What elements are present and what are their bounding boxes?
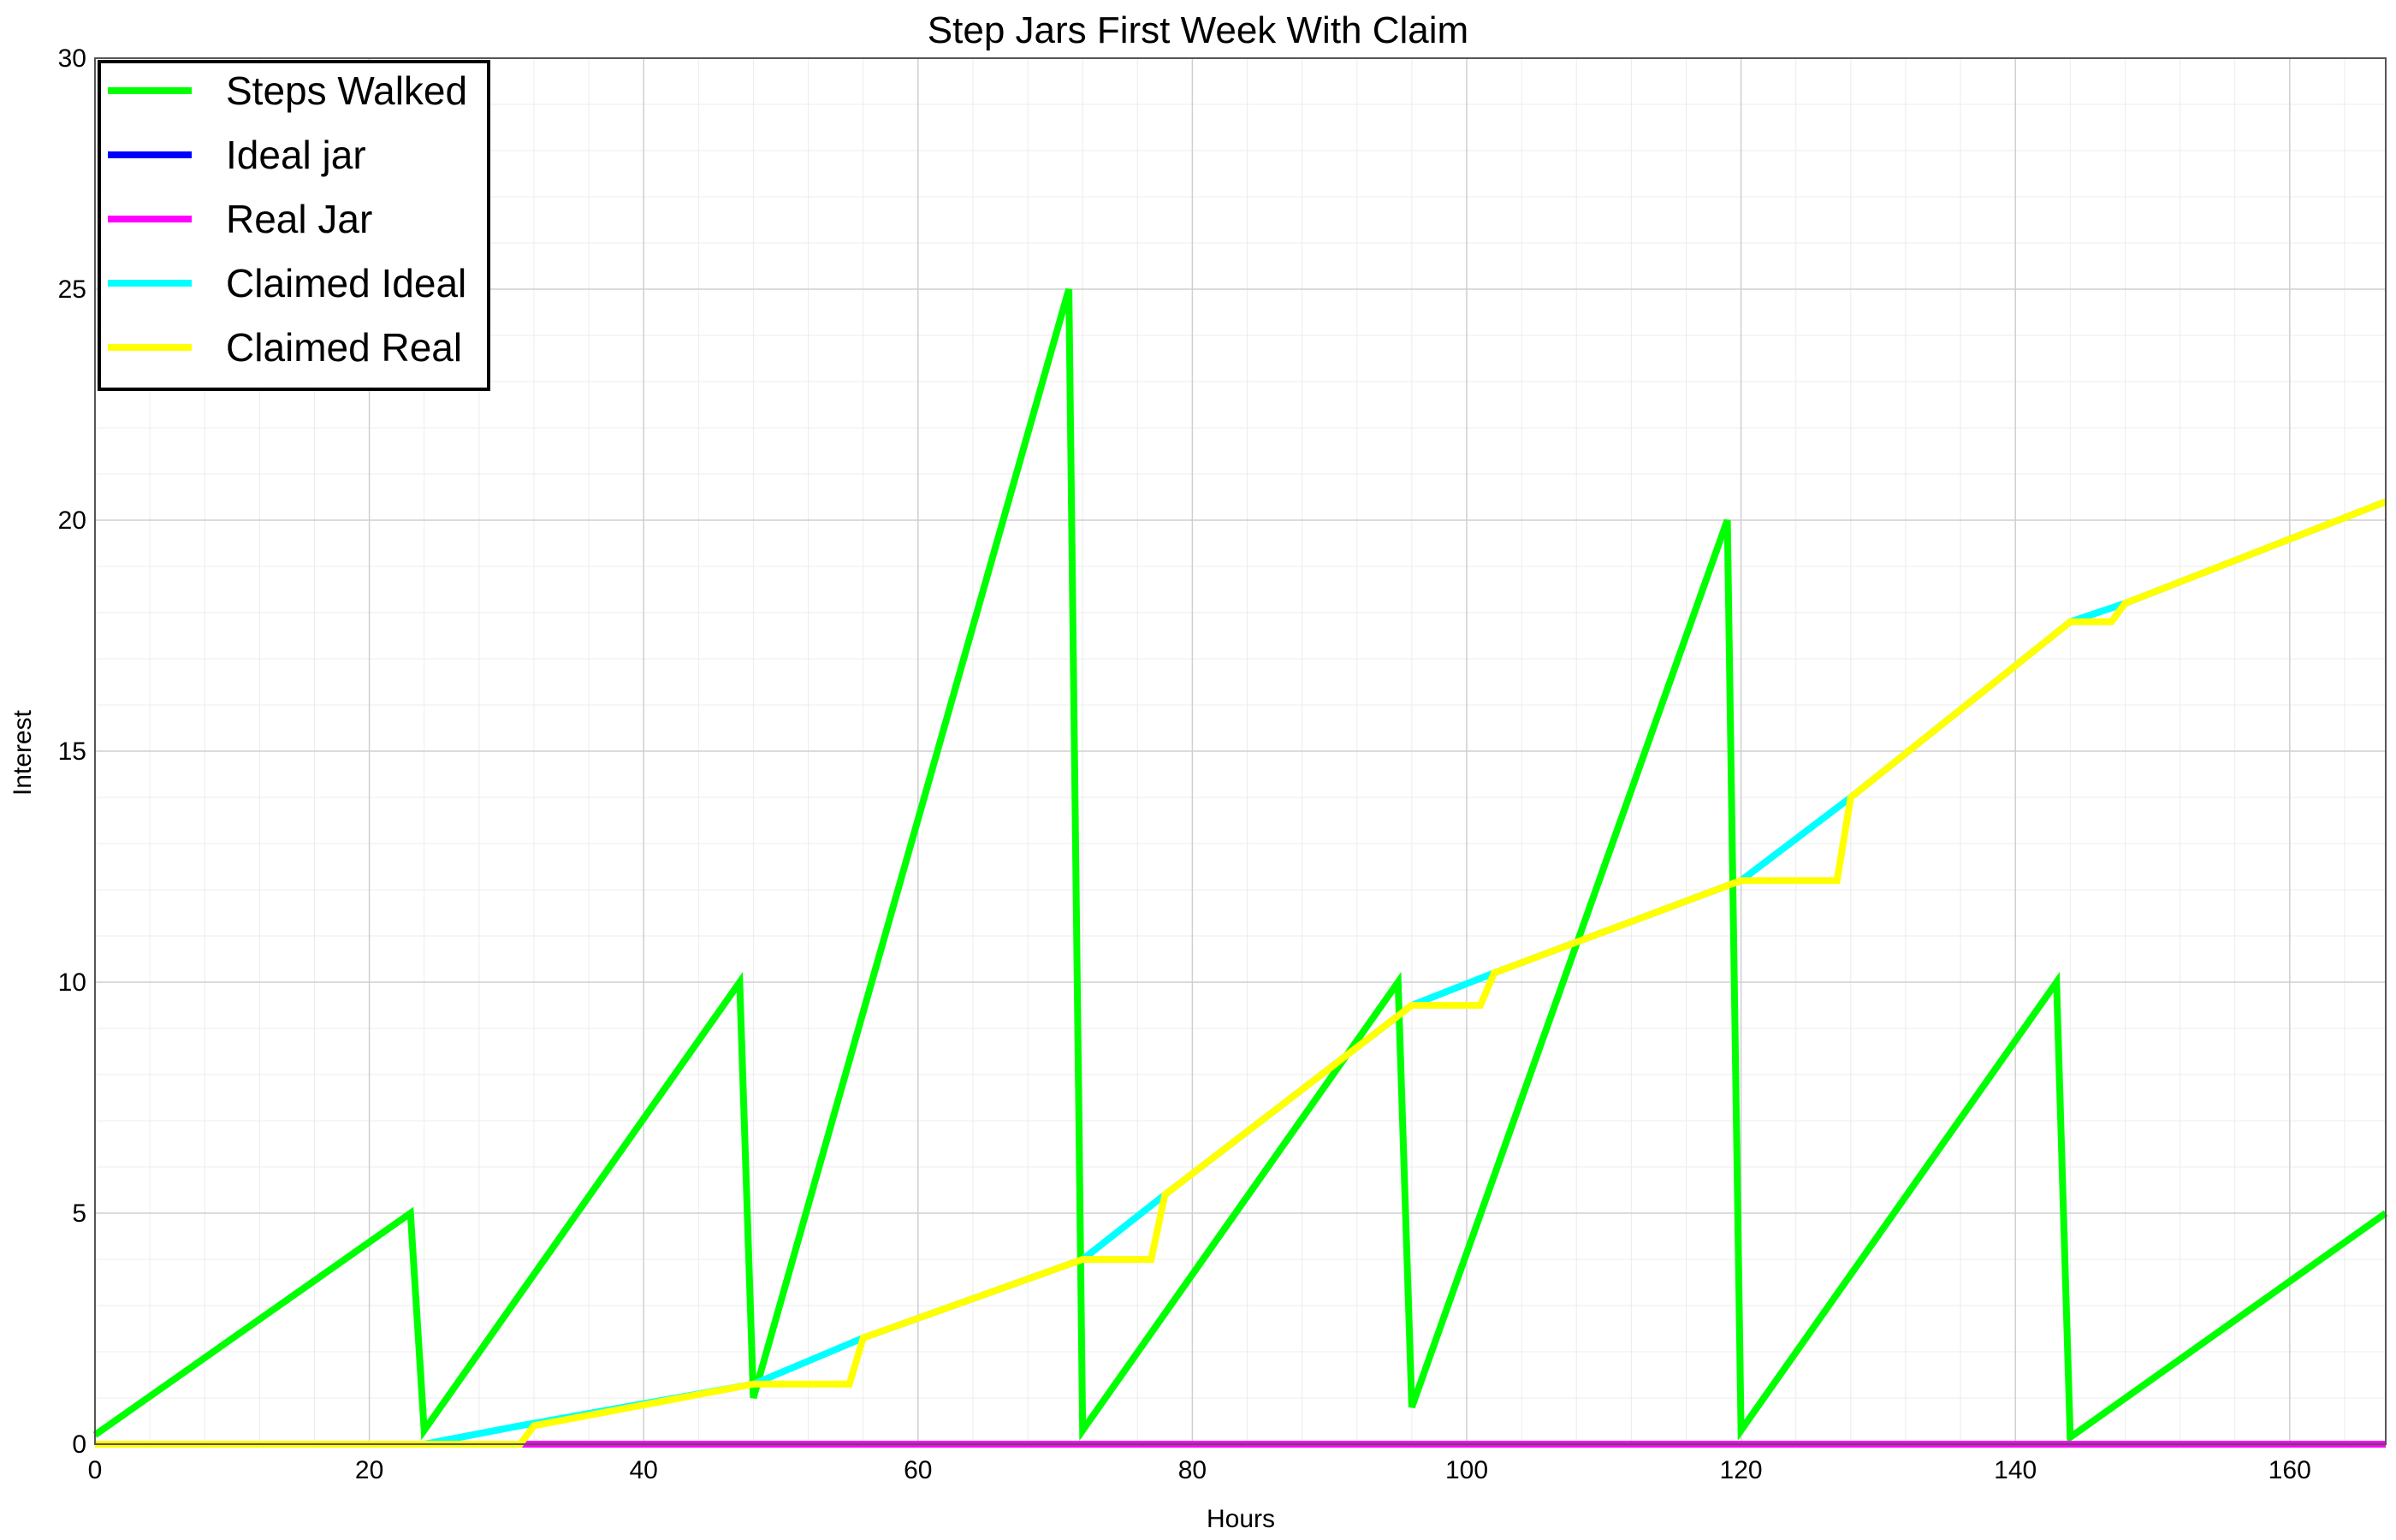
y-tick-label: 20: [58, 506, 86, 535]
legend: Steps Walked Ideal jar Real Jar Claimed Ide…: [98, 60, 490, 391]
x-axis-ticks: 0 20 40 60 80 100 120 140 160: [88, 1456, 2311, 1484]
x-tick-label: 140: [1994, 1456, 2037, 1484]
legend-label: Claimed Ideal: [226, 261, 466, 305]
series-line-claimed-real: [95, 498, 2387, 1448]
legend-label: Ideal jar: [226, 133, 366, 177]
x-tick-label: 60: [904, 1456, 932, 1484]
series-layer: [92, 287, 2388, 1448]
y-axis-label: Interest: [9, 709, 37, 796]
x-tick-label: 80: [1178, 1456, 1207, 1484]
x-tick-label: 120: [1720, 1456, 1763, 1484]
y-axis-ticks: 0 5 10 15 20 25 30: [58, 44, 86, 1459]
y-tick-label: 0: [72, 1430, 86, 1459]
legend-label: Claimed Real: [226, 325, 462, 370]
y-tick-label: 5: [72, 1199, 86, 1228]
series-line-steps-walked: [92, 287, 2388, 1444]
x-tick-label: 0: [88, 1456, 103, 1484]
legend-label: Steps Walked: [226, 68, 467, 113]
x-tick-label: 100: [1445, 1456, 1488, 1484]
y-tick-label: 25: [58, 275, 86, 304]
x-tick-label: 20: [355, 1456, 383, 1484]
legend-box: [98, 60, 490, 391]
x-tick-label: 160: [2268, 1456, 2311, 1484]
plot-frame: [94, 57, 2387, 1445]
y-tick-label: 15: [58, 737, 86, 766]
x-tick-label: 40: [630, 1456, 658, 1484]
x-axis-label: Hours: [1207, 1505, 1275, 1533]
chart-title: Step Jars First Week With Claim: [928, 9, 1468, 51]
y-tick-label: 30: [58, 44, 86, 73]
legend-label: Real Jar: [226, 197, 372, 241]
y-tick-label: 10: [58, 968, 86, 997]
